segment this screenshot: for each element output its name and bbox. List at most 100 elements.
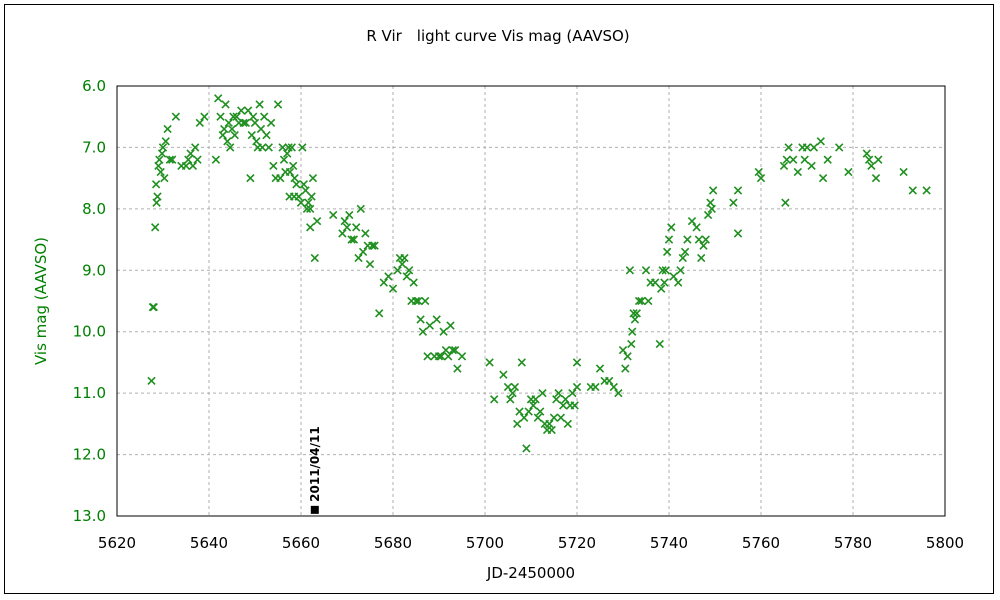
- data-point: [404, 266, 414, 275]
- data-point: [552, 395, 561, 404]
- data-point: [641, 266, 651, 275]
- data-point: [211, 155, 221, 164]
- data-point: [517, 358, 526, 367]
- data-point: [697, 253, 706, 263]
- x-tick-label: 5660: [282, 534, 320, 552]
- data-point: [352, 223, 361, 232]
- data-point: [421, 296, 430, 306]
- data-point: [549, 413, 559, 422]
- data-point: [547, 425, 556, 435]
- data-point: [862, 149, 871, 158]
- data-point: [660, 278, 669, 287]
- y-tick-label: 12.0: [73, 446, 106, 464]
- data-point: [308, 173, 318, 183]
- data-point: [570, 401, 579, 410]
- data-point: [508, 388, 517, 398]
- x-tick-label: 5800: [926, 534, 964, 552]
- chart-title: R Vir light curve Vis mag (AAVSO): [366, 27, 629, 45]
- x-axis-label: JD-2450000: [486, 564, 575, 582]
- data-point: [200, 112, 209, 121]
- data-point: [706, 198, 715, 207]
- data-point: [644, 296, 653, 306]
- data-point: [225, 143, 235, 152]
- data-point: [630, 315, 640, 324]
- data-point: [605, 376, 614, 386]
- data-point: [411, 296, 421, 306]
- data-point: [370, 241, 379, 250]
- data-point: [779, 161, 789, 171]
- data-point: [365, 259, 375, 269]
- x-tick-label: 5720: [558, 534, 596, 552]
- data-point: [618, 345, 628, 355]
- y-tick-label: 10.0: [73, 323, 106, 341]
- data-point: [662, 247, 672, 257]
- x-tick-label: 5700: [466, 534, 504, 552]
- data-point: [637, 296, 646, 306]
- data-point: [258, 143, 267, 152]
- data-point: [151, 180, 161, 189]
- data-point: [545, 419, 554, 429]
- data-point: [664, 235, 674, 244]
- data-point: [457, 352, 467, 361]
- data-point: [439, 327, 448, 336]
- data-point: [214, 94, 223, 103]
- data-point: [292, 180, 301, 189]
- data-point: [287, 143, 296, 152]
- x-tick-labels: 5620 5640 5660 5680 5700 5720 5740 5760 5780 5800: [98, 534, 964, 552]
- data-point: [279, 155, 289, 164]
- x-tick-label: 5760: [742, 534, 780, 552]
- data-point: [568, 388, 577, 398]
- data-point: [864, 155, 874, 164]
- data-point: [809, 143, 819, 152]
- date-annotation: 2011/04/11: [308, 426, 322, 514]
- data-point: [289, 161, 298, 171]
- data-point: [354, 253, 363, 263]
- data-point: [628, 327, 637, 336]
- data-point: [290, 173, 299, 183]
- data-point: [899, 167, 908, 177]
- data-point: [232, 112, 241, 121]
- data-point: [361, 229, 370, 238]
- data-point: [306, 204, 315, 214]
- data-point: [418, 327, 428, 336]
- data-point: [283, 149, 292, 158]
- data-point: [844, 167, 853, 177]
- y-tick-label: 6.0: [82, 77, 106, 95]
- data-point: [246, 173, 255, 183]
- data-point: [161, 137, 170, 146]
- data-point: [669, 272, 678, 281]
- data-point: [559, 401, 568, 410]
- data-point: [160, 173, 169, 183]
- x-tick-label: 5640: [190, 534, 228, 552]
- data-point: [556, 413, 566, 422]
- data-point: [301, 186, 310, 195]
- data-point: [533, 413, 543, 422]
- data-point: [195, 118, 204, 128]
- data-point: [591, 382, 600, 392]
- data-point: [651, 278, 660, 287]
- data-point: [632, 309, 641, 318]
- data-point: [561, 395, 570, 404]
- data-point: [241, 118, 250, 128]
- data-point: [434, 352, 444, 361]
- data-point: [816, 137, 825, 146]
- date-marker: [310, 505, 319, 514]
- data-point: [262, 130, 271, 140]
- data-point: [625, 266, 635, 275]
- data-point: [818, 173, 828, 183]
- data-point: [368, 241, 377, 250]
- data-point: [782, 155, 791, 164]
- y-tick-label: 13.0: [73, 507, 106, 525]
- data-point: [922, 186, 931, 195]
- data-point: [398, 259, 407, 269]
- data-point: [634, 296, 644, 306]
- data-point: [264, 143, 273, 152]
- data-point: [155, 155, 164, 164]
- data-point: [499, 370, 508, 379]
- data-point: [674, 278, 683, 287]
- data-point: [627, 339, 636, 349]
- data-point: [237, 106, 246, 115]
- data-point: [874, 155, 883, 164]
- data-point: [358, 247, 368, 257]
- data-point: [908, 186, 917, 195]
